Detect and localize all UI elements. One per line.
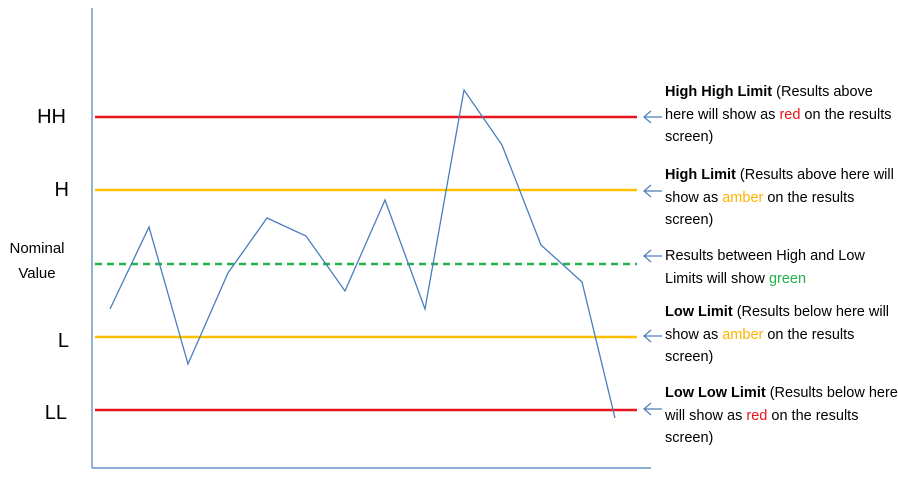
l-level-label: L [57,330,69,352]
h-note-color-word: amber [722,189,764,206]
nominal-value-label-line2: Value [18,265,56,282]
hh-limit-note: High High Limit (Results above here will… [665,81,898,149]
nominal-note: Results between High and Low Limits will… [665,245,898,290]
l-limit-note: Low Limit (Results below here will show … [665,301,898,369]
left-arrow-icon [643,110,662,124]
nominal-note-text: Results between High and Low Limits will… [665,248,865,287]
hh-note-title: High High Limit [665,84,773,100]
l-note-title: Low Limit [665,304,733,320]
ll-note-text-end: on the results screen) [665,407,859,447]
l-note-text-end: on the results screen) [665,326,855,366]
hh-level-label: HH [37,106,66,128]
l-note-text: (Results below here will show as [665,304,890,343]
ll-limit-note: Low Low Limit (Results below here will s… [665,382,898,450]
left-arrow-icon [643,249,662,263]
ll-note-color-word: red [746,407,768,424]
hh-note-text: (Results above here will show as [665,84,873,123]
h-note-text: (Results above here will show as [665,167,894,206]
results-series-line [109,88,616,419]
left-arrow-icon [643,329,662,343]
left-arrow-icon [643,184,662,198]
nominal-note-color-word: green [768,270,807,287]
h-note-text-end: on the results screen) [665,189,855,229]
h-note-title: High Limit [665,167,736,183]
l-note-color-word: amber [722,326,764,343]
nominal-value-label-line1: Nominal [9,240,65,257]
ll-note-text: (Results below here will show as [665,385,898,424]
ll-note-title: Low Low Limit [665,385,766,401]
hh-note-color-word: red [779,106,801,123]
h-level-label: H [54,179,69,201]
h-limit-note: High Limit (Results above here will show… [665,164,898,232]
hh-note-text-end: on the results screen) [665,106,892,146]
nominal-value-label: Nominal Value [0,236,74,286]
left-arrow-icon [643,402,662,416]
ll-level-label: LL [44,402,67,424]
